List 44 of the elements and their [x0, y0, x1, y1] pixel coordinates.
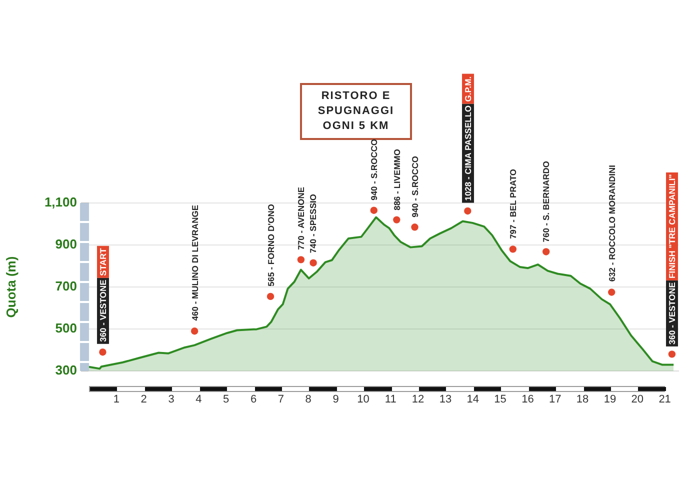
y-tick-label: 500	[55, 320, 77, 336]
annotation: 565 - FORNO D'ONO	[264, 203, 277, 289]
x-tick-label: 1	[113, 394, 120, 406]
x-tick-label: 5	[223, 394, 230, 406]
x-tick-label: 11	[384, 394, 396, 406]
x-tick-label: 17	[549, 394, 562, 406]
x-tick-label: 6	[250, 394, 257, 406]
x-tick-label: 13	[439, 394, 452, 406]
x-tick-label: 10	[357, 394, 370, 406]
text: RISTORO E SPUGNAGGI OGNI 5 KM	[300, 83, 412, 140]
annotation: START	[96, 246, 109, 278]
annotation: 797 - BEL PRATO	[506, 168, 519, 242]
annotation: 760 - S. BERNARDO	[540, 160, 552, 244]
annotation: 1028 - CIMA PASSELLO	[462, 103, 474, 203]
x-tick-label: 18	[576, 394, 589, 406]
annotation: 940 - S.ROCCO	[368, 138, 380, 203]
x-tick-label: 19	[604, 394, 616, 406]
y-tick-label: 700	[55, 278, 77, 294]
x-tick-label: 16	[522, 394, 534, 406]
x-tick-label: 14	[466, 394, 479, 406]
text: G.P.M.	[462, 74, 474, 104]
x-tick-label: 20	[631, 394, 644, 406]
y-axis-title: Quota (m)	[3, 256, 18, 318]
x-tick-label: 3	[168, 394, 174, 406]
x-tick-label: 4	[196, 394, 202, 406]
x-tick-label: 12	[412, 394, 424, 406]
x-tick-label: 9	[332, 394, 339, 406]
annotation: 360 - VESTONE	[96, 278, 109, 344]
annotation: 940 - S.ROCCO	[408, 155, 421, 220]
annotation: 360 - VESTONE	[666, 280, 678, 347]
annotation: 886 - LIVEMMO	[390, 148, 403, 212]
x-tick-label: 7	[278, 394, 284, 406]
annotation: FINISH "TRE CAMPANILI"	[666, 172, 678, 280]
y-tick-label: 1,100	[44, 194, 77, 210]
x-tick-label: 15	[494, 394, 506, 406]
x-tick-label: 8	[305, 394, 312, 406]
annotation: 632 - ROCCOLO MORANDINI	[606, 164, 618, 284]
x-tick-label: 21	[658, 394, 671, 406]
y-tick-label: 300	[55, 362, 77, 378]
x-tick-label: 2	[140, 394, 147, 406]
annotation: 770 - AVENONE	[294, 186, 307, 252]
annotation: 460 - MULINO DI LEVRANGE	[188, 204, 201, 323]
y-tick-label: 900	[55, 236, 77, 252]
annotation: 740 - SPESSIO	[307, 192, 320, 255]
